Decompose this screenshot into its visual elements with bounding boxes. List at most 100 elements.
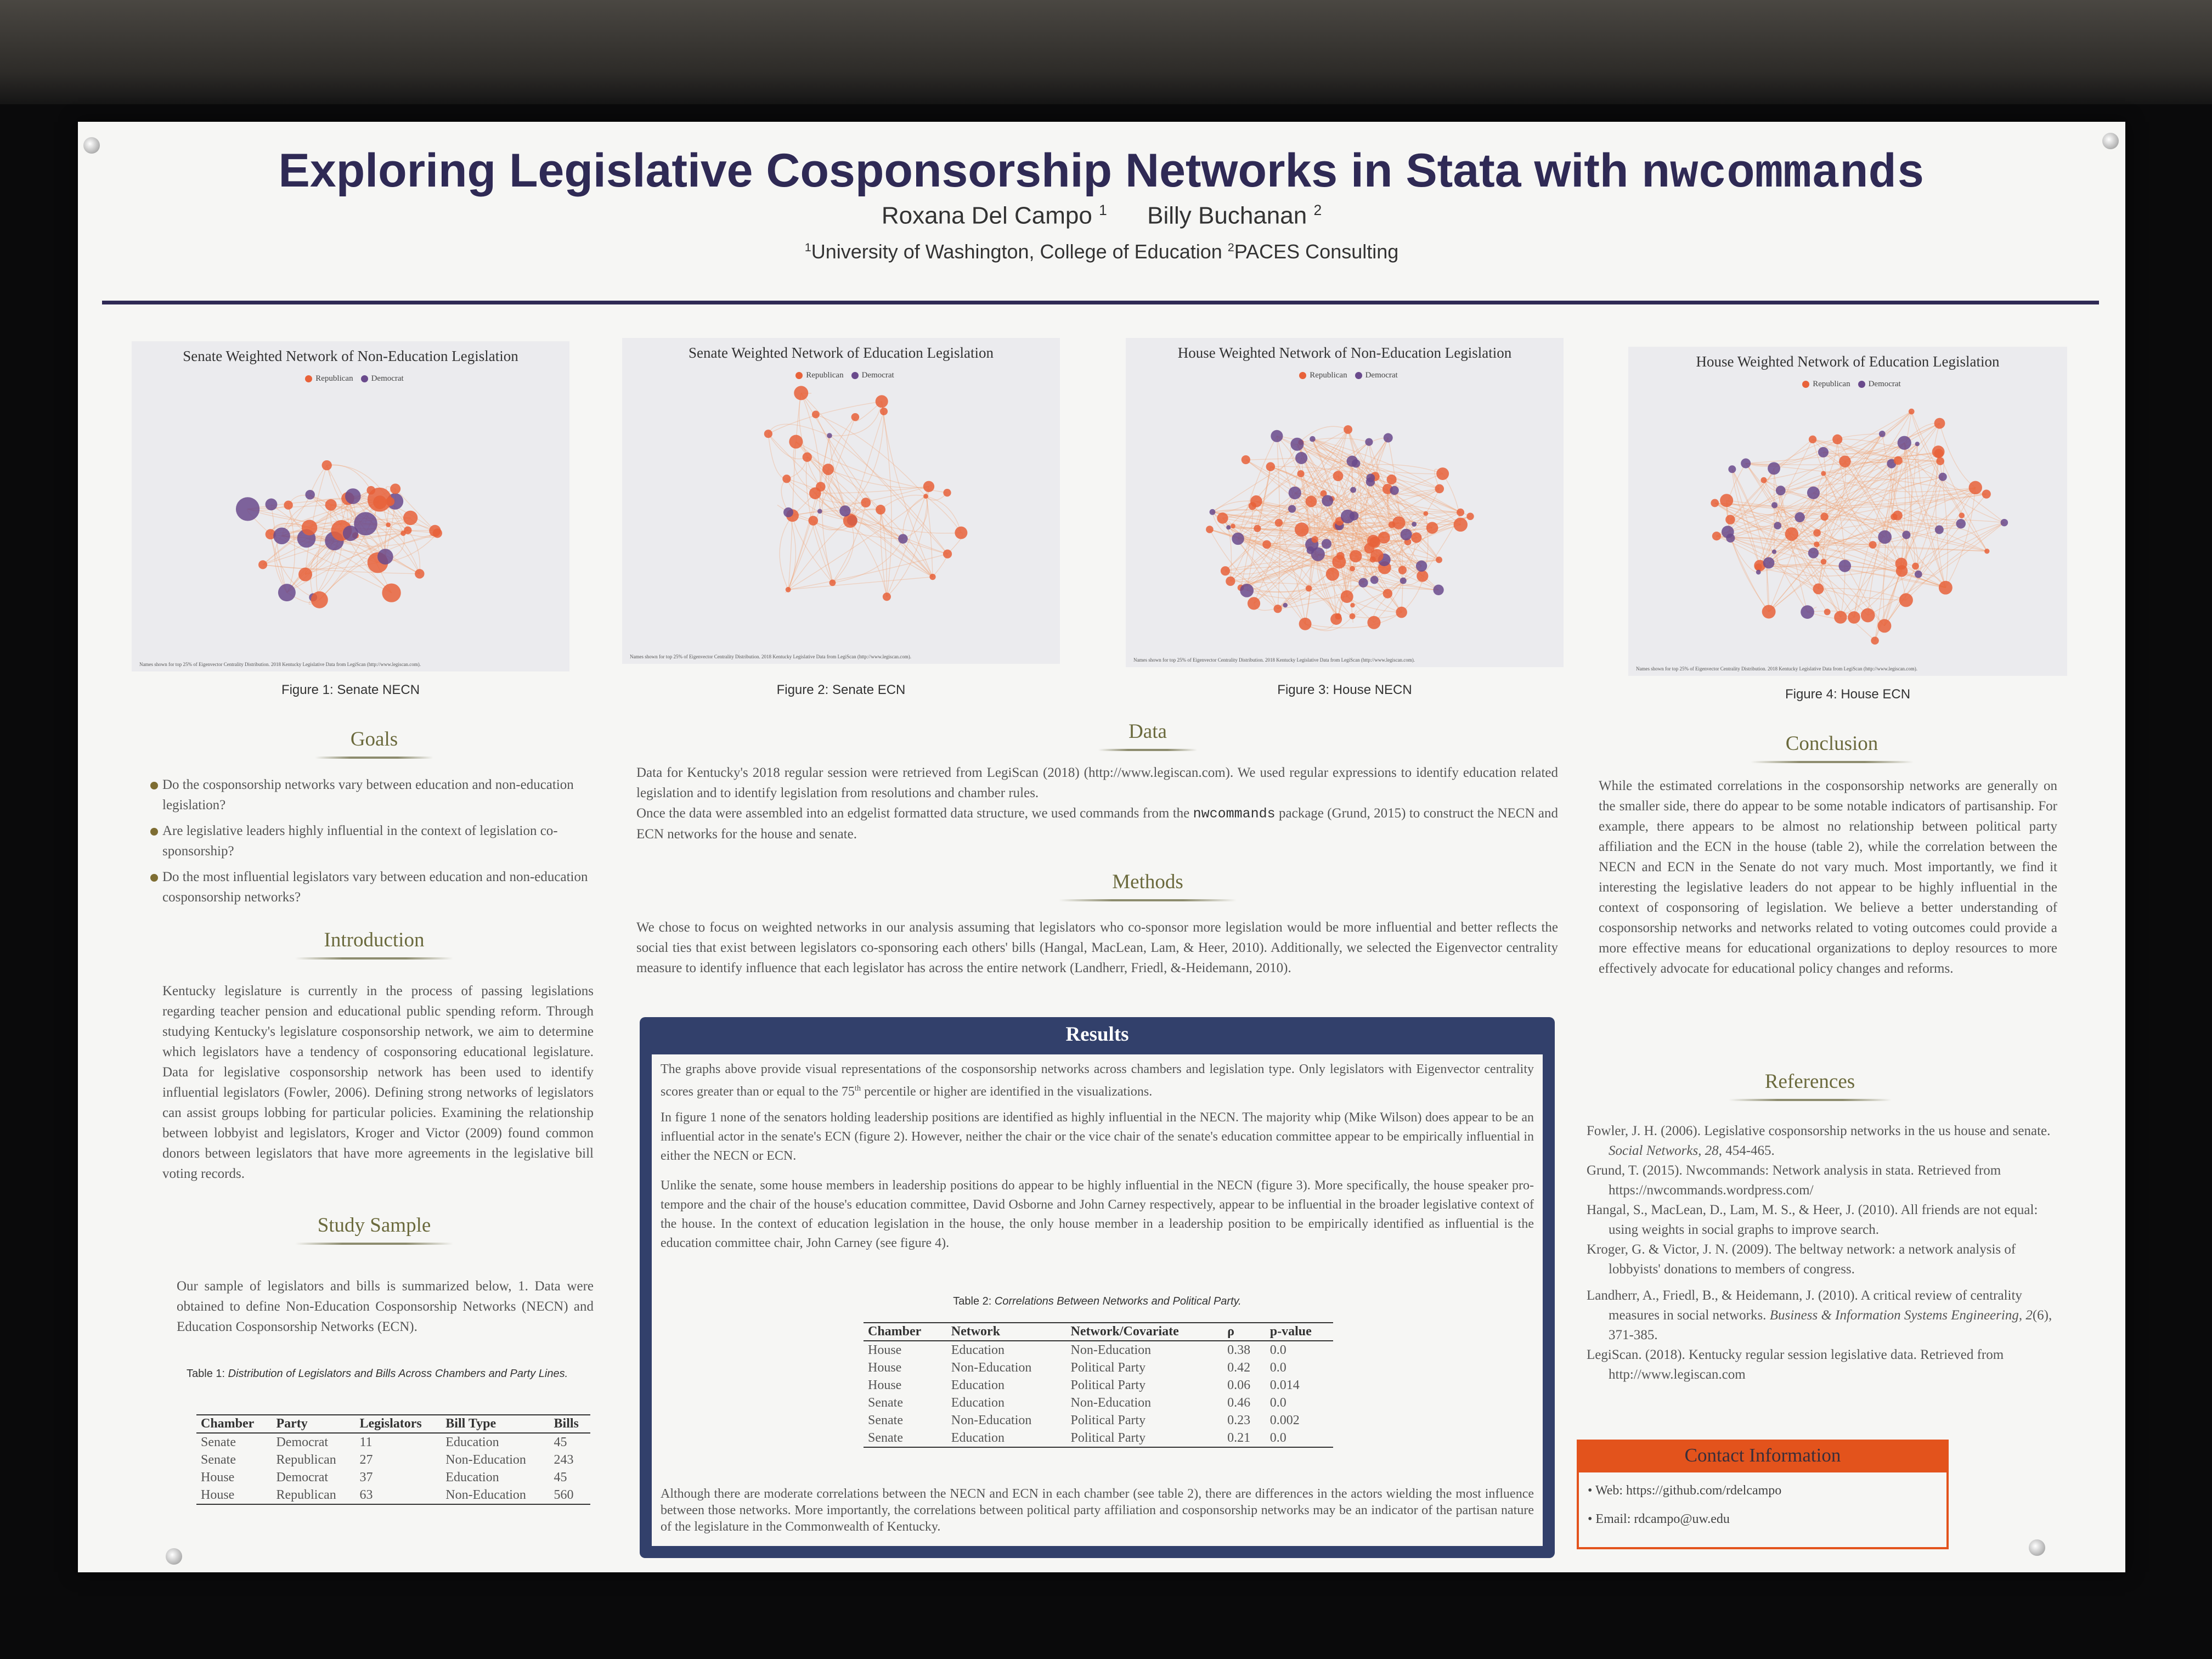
network-edge [319, 529, 408, 600]
network-edge [1844, 411, 1912, 462]
network-edge [1347, 429, 1408, 543]
network-edge [1731, 469, 1808, 612]
network-edge [1768, 516, 1894, 612]
democrat-node [1288, 505, 1296, 513]
republican-node [1220, 566, 1231, 576]
network-edge [1368, 442, 1417, 538]
table-cell: Non-Education [1070, 1396, 1152, 1410]
network-edge [1270, 466, 1392, 526]
network-edge [1768, 562, 1855, 618]
network-edge [880, 509, 933, 577]
network-edge [1233, 522, 1375, 543]
democrat-node [278, 584, 296, 602]
democrat-node [817, 509, 822, 514]
republican-node [1333, 471, 1344, 482]
republican-node [1871, 636, 1879, 645]
network-edge [1774, 505, 1873, 545]
democrat-node [1322, 495, 1334, 507]
references-heading: References [1719, 1070, 1900, 1101]
network-edge [1714, 493, 1987, 509]
republican-node [1266, 462, 1276, 471]
democrat-node [2000, 518, 2008, 527]
network-edge [1716, 535, 1946, 588]
network-edge [1294, 493, 1370, 549]
network-edges [768, 392, 963, 597]
network-edge [1240, 522, 1399, 588]
republican-node [1349, 550, 1362, 563]
network-edge [1270, 466, 1378, 556]
network-edge [1915, 522, 2005, 567]
network-edge [1768, 562, 1906, 601]
table-cell: 0.0 [1269, 1396, 1286, 1410]
network-edge [334, 533, 438, 547]
results-paragraph: Unlike the senate, some house members in… [661, 1178, 1534, 1250]
network-edge [880, 494, 926, 510]
republican-node [1426, 522, 1438, 534]
network-edge [1867, 522, 2005, 616]
democrat-node [1807, 486, 1820, 499]
contact-email-link[interactable]: • Email: rdcampo@uw.edu [1588, 1512, 1730, 1526]
republican-node [851, 413, 860, 421]
network-edge [1904, 443, 1946, 588]
table-row: House Republican 63 Non-Education 560 [196, 1486, 590, 1504]
table-cell: Non-Education [445, 1488, 526, 1502]
republican-node [1392, 516, 1406, 529]
democrat-node [1400, 577, 1407, 584]
contact-web-link[interactable]: • Web: https://github.com/rdelcampo [1588, 1483, 1782, 1498]
network-edge [262, 564, 420, 574]
republican-node [403, 510, 418, 526]
network-graph [764, 386, 968, 601]
network-edge [1768, 442, 1905, 563]
network-edge [1774, 505, 1824, 562]
network-edge [1254, 437, 1389, 604]
network-edge [1823, 473, 1976, 493]
network-edge [1277, 436, 1371, 478]
network-edge [1300, 442, 1347, 597]
network-edge [845, 510, 961, 534]
legend-republican: Republican [806, 371, 844, 380]
democrat-node [1290, 437, 1304, 451]
network-edge [779, 515, 793, 590]
network-edge [1716, 460, 1940, 537]
methods-heading: Methods [1049, 870, 1246, 901]
republican-node [1226, 576, 1235, 586]
network-edge [1222, 518, 1278, 610]
network-edge [1897, 515, 1961, 527]
republican-node [1305, 585, 1312, 592]
network-edge [1759, 490, 1781, 566]
network-edge [1340, 556, 1402, 613]
table-cell: 243 [554, 1453, 574, 1467]
network-edge [1727, 468, 1775, 533]
network-edge [1840, 522, 2005, 618]
democrat-node [1915, 442, 1920, 447]
goals-heading: Goals [308, 727, 440, 759]
network-edge [1818, 452, 1827, 589]
network-edge [819, 435, 830, 511]
network-edge [1884, 494, 1987, 627]
network-edge [1813, 552, 1946, 588]
republican-node [1893, 456, 1903, 465]
network-edge [1312, 438, 1440, 560]
republican-dot-icon [305, 375, 313, 383]
network-edge [1816, 535, 1826, 545]
figure-house-ecn: House Weighted Network of Education Legi… [1628, 347, 2067, 676]
network-edge [1746, 460, 1898, 465]
network-edge [1331, 499, 1337, 619]
table-cell: 0.42 [1227, 1361, 1251, 1375]
network-edge [1768, 423, 1940, 612]
network-edge [1816, 519, 2005, 534]
republican-node [1869, 541, 1877, 549]
network-edge [1799, 460, 1899, 518]
network-edge [1276, 436, 1280, 609]
network-edge [1212, 511, 1384, 538]
table-cell: House [868, 1378, 902, 1392]
table-cell: 45 [554, 1435, 567, 1449]
democrat-node [1295, 452, 1308, 464]
republican-node [1848, 611, 1860, 624]
network-edge [1296, 426, 1348, 445]
democrat-dot-icon [360, 375, 368, 383]
network-edge [1818, 433, 1883, 589]
network-edge [1816, 544, 1987, 552]
network-edge [1301, 458, 1353, 569]
republican-node [1908, 408, 1915, 415]
